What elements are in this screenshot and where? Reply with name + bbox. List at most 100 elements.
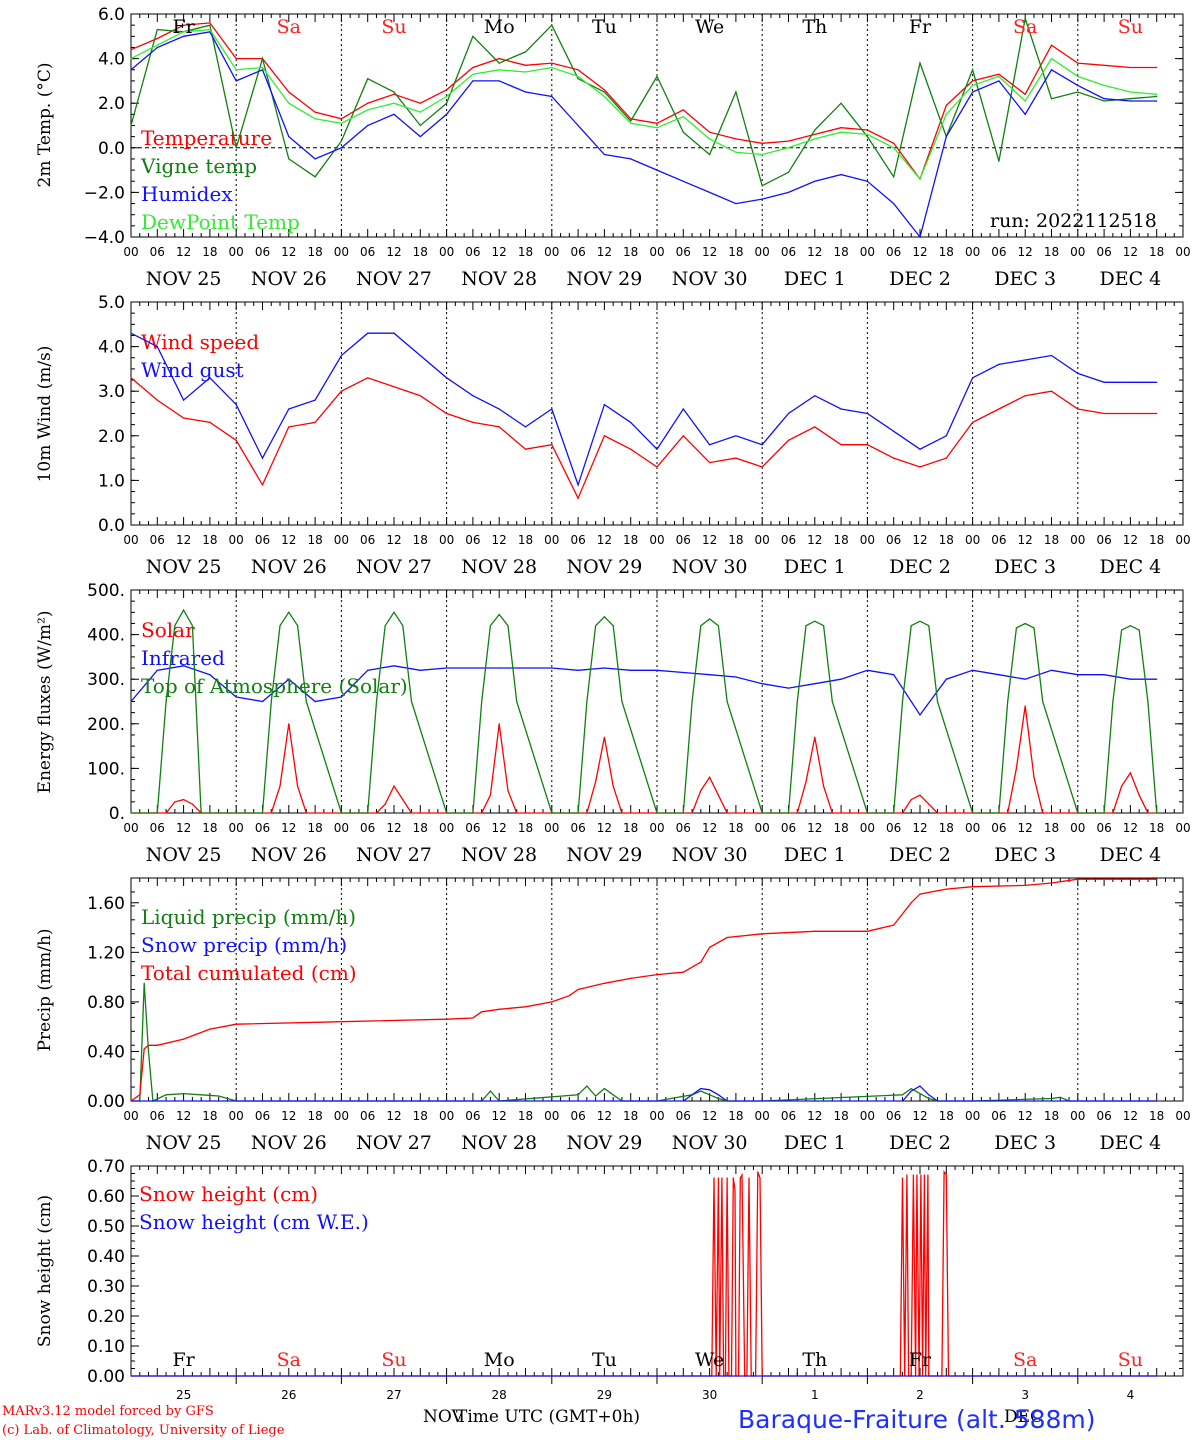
data-point — [393, 785, 395, 787]
data-point — [209, 421, 211, 423]
data-point — [735, 457, 737, 459]
legend-entry: Temperature — [141, 126, 272, 150]
data-point — [823, 785, 825, 787]
weekday-label: Sa — [277, 16, 301, 38]
data-point — [682, 131, 684, 133]
data-point — [945, 104, 947, 106]
data-point — [735, 91, 737, 93]
panel-precip: 1.60 1.20 0.80 0.40 0.00 Precip (mm/h) Liquid … — [35, 877, 1191, 1154]
data-point — [1129, 678, 1131, 680]
data-point — [367, 109, 369, 111]
data-point — [200, 1094, 202, 1096]
data-point — [288, 426, 290, 428]
hour-label: 18 — [833, 1109, 848, 1123]
hour-label: 06 — [886, 245, 901, 259]
data-point — [551, 66, 553, 69]
hour-label: 12 — [912, 821, 927, 835]
hour-label: 06 — [150, 533, 165, 547]
data-point — [446, 377, 448, 379]
data-point — [709, 153, 711, 156]
data-point — [314, 111, 316, 113]
data-point — [901, 1094, 904, 1096]
series-line-temperature — [130, 22, 1157, 181]
series-line-wind-gust — [130, 332, 1157, 487]
data-point — [340, 390, 342, 392]
day-number-label: 30 — [702, 1388, 717, 1402]
date-label: NOV 30 — [672, 556, 748, 578]
data-point — [713, 1177, 715, 1179]
data-point — [419, 102, 421, 104]
date-label: NOV 27 — [356, 268, 432, 290]
y-tick-label: 0.20 — [87, 1307, 125, 1327]
hour-label: 06 — [570, 821, 585, 835]
hour-label: 00 — [544, 1109, 559, 1123]
footer-xlabel: Time UTC (GMT+0h) — [456, 1407, 640, 1427]
data-point — [551, 1001, 553, 1003]
panel-temperature: 6.0 4.0 2.0 0.0 −2.0 −4.0 2m Temp. (°C) Tempera… — [35, 5, 1191, 290]
data-point — [577, 75, 579, 77]
data-point — [814, 138, 816, 140]
series-line-total-cumulated-cm- — [130, 878, 1157, 1102]
data-point — [1103, 878, 1105, 880]
data-point — [393, 665, 395, 667]
data-point — [709, 131, 711, 133]
data-point — [1156, 100, 1158, 102]
data-point — [761, 466, 763, 468]
data-point — [691, 812, 693, 814]
data-point — [910, 902, 912, 904]
hour-label: 00 — [1070, 1109, 1085, 1123]
hour-label: 18 — [307, 1109, 322, 1123]
data-point — [796, 812, 798, 814]
hour-label: 12 — [597, 533, 612, 547]
legend-entry: Wind gust — [141, 358, 244, 382]
data-point — [910, 799, 912, 801]
hour-label: 00 — [123, 245, 138, 259]
data-point — [919, 178, 921, 180]
data-point — [739, 1177, 741, 1179]
data-point — [603, 91, 606, 93]
data-point — [209, 1028, 211, 1030]
date-label: DEC 3 — [994, 844, 1056, 866]
y-tick-label: 0.50 — [87, 1217, 125, 1237]
data-point — [814, 133, 816, 135]
hour-label: 06 — [255, 533, 270, 547]
data-point — [840, 131, 842, 133]
data-point — [945, 678, 947, 680]
hour-label: 06 — [781, 533, 796, 547]
data-point — [481, 700, 483, 703]
data-point — [630, 158, 632, 160]
data-point — [446, 95, 448, 98]
data-point — [1129, 412, 1131, 415]
hour-label: 00 — [860, 1109, 875, 1123]
data-point — [972, 377, 974, 379]
day-number-label: 27 — [386, 1388, 401, 1402]
hour-label: 18 — [623, 821, 638, 835]
data-point — [919, 794, 921, 796]
hour-label: 06 — [676, 245, 691, 259]
data-point — [761, 444, 763, 446]
data-point — [139, 1094, 141, 1096]
hour-label: 00 — [123, 533, 138, 547]
data-point — [700, 790, 702, 792]
legend-entry: Liquid precip (mm/h) — [141, 905, 356, 929]
data-point — [603, 1088, 606, 1090]
hour-label: 18 — [833, 245, 848, 259]
hour-label: 00 — [649, 245, 664, 259]
hour-label: 00 — [229, 1109, 244, 1123]
series-line-vigne-temp — [130, 18, 1157, 187]
data-point — [700, 1090, 702, 1092]
day-number-label: 25 — [176, 1388, 191, 1402]
hour-label: 18 — [1149, 533, 1164, 547]
hour-label: 12 — [702, 1109, 717, 1123]
data-point — [577, 812, 579, 814]
data-point — [472, 80, 474, 82]
y-tick-label: 1.0 — [98, 471, 125, 491]
data-point — [912, 1174, 915, 1176]
data-point — [919, 1085, 921, 1087]
y-axis-label: 10m Wind (m/s) — [35, 346, 55, 483]
date-label: NOV 30 — [672, 1132, 748, 1154]
data-point — [757, 1171, 759, 1173]
data-point — [367, 332, 369, 334]
data-point — [375, 700, 378, 703]
y-axis-label: Energy fluxes (W/m²) — [35, 611, 55, 794]
